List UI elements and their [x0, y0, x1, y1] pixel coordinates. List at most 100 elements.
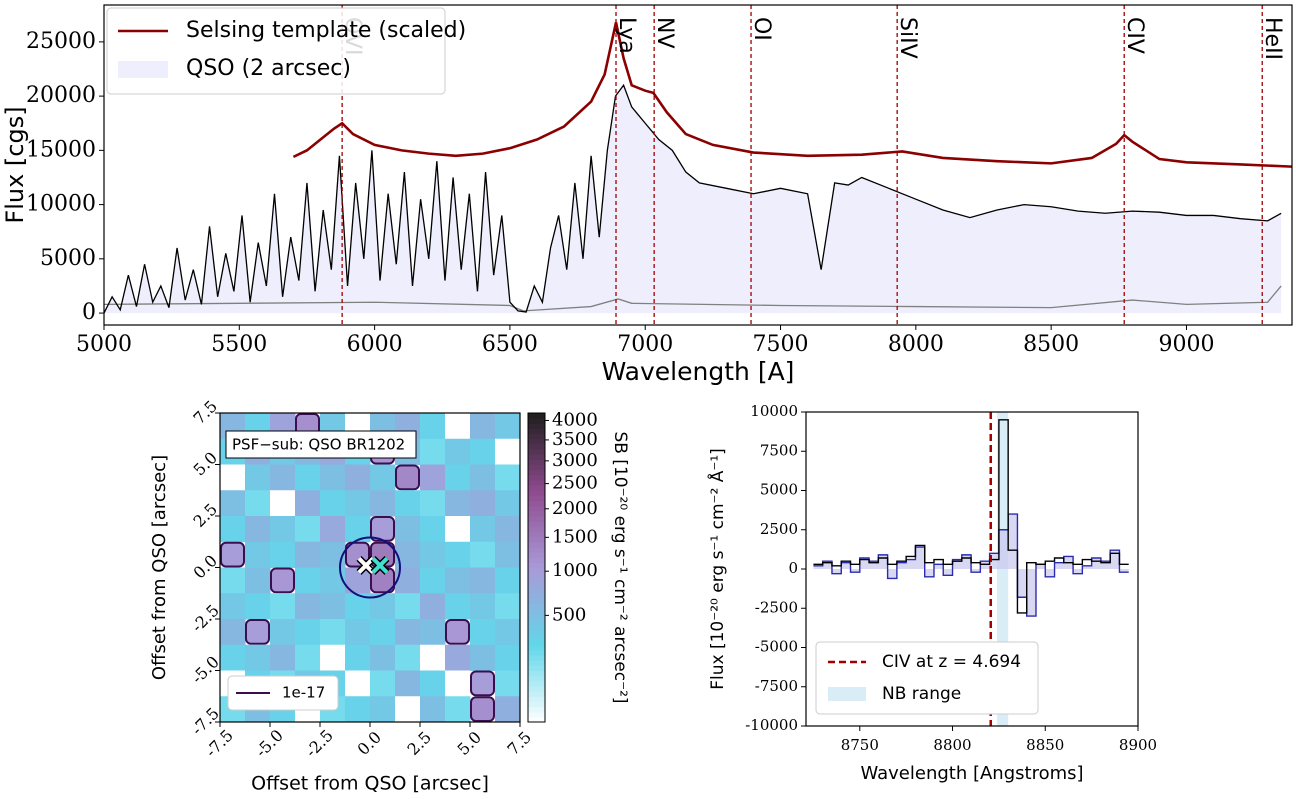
pixel [420, 413, 446, 440]
colorbar-segment [528, 716, 545, 723]
colorbar-segment [528, 624, 545, 630]
x-tick-label: 5.0 [454, 728, 485, 759]
pixel [245, 567, 271, 594]
pixel [445, 438, 471, 465]
colorbar-segment [528, 577, 545, 584]
pixel [270, 464, 296, 491]
plot-frame [103, 4, 1293, 326]
colorbar-segment [528, 552, 545, 558]
pixel [295, 644, 321, 671]
pixel [470, 593, 496, 620]
plot-frame [805, 411, 1139, 727]
pixel [470, 644, 496, 671]
y-tick-label: -2500 [755, 598, 798, 616]
colorbar-segment [528, 644, 545, 651]
pixel [220, 619, 246, 646]
x-axis-label: Offset from QSO [arcsec] [251, 773, 489, 795]
pixel [420, 593, 446, 620]
line [813, 419, 1129, 614]
colorbar-segment [528, 634, 545, 641]
pixel [320, 541, 346, 568]
pixel [320, 464, 346, 491]
pixel [470, 490, 496, 517]
pixel [495, 541, 521, 568]
pixel [295, 567, 321, 594]
colorbar-segment [528, 691, 545, 697]
pixel [270, 490, 296, 517]
pixel [370, 464, 396, 491]
colorbar-segment [528, 536, 545, 543]
y-tick-label: 2500 [760, 520, 798, 538]
x-tick-label: 8800 [933, 736, 971, 754]
pixel [320, 644, 346, 671]
y-tick-label: 20000 [26, 83, 96, 108]
pixel [495, 696, 521, 723]
pixel [420, 490, 446, 517]
colorbar-segment [528, 588, 545, 594]
legend [106, 7, 446, 95]
colorbar-segment [528, 474, 545, 481]
colorbar-segment [528, 582, 545, 589]
x-tick-label: 0.0 [354, 728, 385, 759]
pixel [320, 516, 346, 543]
y-tick-label: 5000 [760, 481, 798, 499]
x-axis-label: Wavelength [A] [602, 357, 795, 386]
colorbar-segment [528, 675, 545, 682]
colorbar-segment [528, 629, 545, 635]
colorbar-segment [528, 685, 545, 692]
pixel [445, 670, 471, 697]
colorbar-segment [528, 459, 545, 465]
colorbar-tick-label: 2000 [552, 498, 598, 519]
colorbar-segment [528, 711, 545, 718]
legend [227, 675, 339, 711]
pixel [395, 644, 421, 671]
pixel [270, 567, 295, 594]
pixel [370, 619, 396, 646]
colorbar-segment [528, 670, 545, 677]
pixel [270, 619, 296, 646]
x-tick-label: 8000 [888, 332, 944, 357]
colorbar-segment [528, 516, 545, 522]
pixel [470, 696, 495, 722]
colorbar-segment [528, 660, 545, 666]
pixel [370, 696, 396, 723]
line-label: CIV [1122, 17, 1147, 54]
pixel [470, 670, 495, 697]
colorbar-segment [528, 433, 545, 440]
legend [815, 641, 1039, 715]
colorbar-segment [528, 546, 545, 553]
pixel [345, 670, 371, 697]
line-label: HeII [1260, 17, 1285, 60]
y-axis-label: Flux [cgs] [1, 106, 29, 223]
colorbar-segment [528, 696, 545, 702]
pixel [470, 541, 496, 568]
pixel [420, 567, 446, 594]
y-tick-label: 0 [788, 559, 798, 577]
pixel [445, 593, 471, 620]
legend-swatch [828, 687, 866, 701]
pixel [445, 490, 471, 517]
colorbar-segment [528, 531, 545, 538]
pixel [420, 464, 446, 491]
legend-swatch [118, 61, 168, 78]
pixel [220, 593, 246, 620]
x-axis-label: Wavelength [Angstroms] [860, 763, 1083, 784]
colorbar-segment [528, 428, 545, 435]
colorbar-tick-label: 500 [552, 604, 586, 625]
pixel [420, 644, 446, 671]
x-tick-label: -5.0 [252, 726, 287, 761]
pixel [345, 464, 371, 491]
y-tick-label: -7500 [755, 677, 798, 695]
colorbar-segment [528, 706, 545, 713]
pixel [420, 696, 446, 723]
pixel [445, 619, 470, 645]
area [104, 85, 1282, 314]
colorbar-segment [528, 680, 545, 687]
colorbar-segment [528, 521, 545, 527]
pixel [495, 516, 521, 543]
pixel [295, 516, 321, 543]
pixel [495, 619, 521, 646]
pixel [345, 696, 371, 723]
pixel [220, 644, 246, 671]
